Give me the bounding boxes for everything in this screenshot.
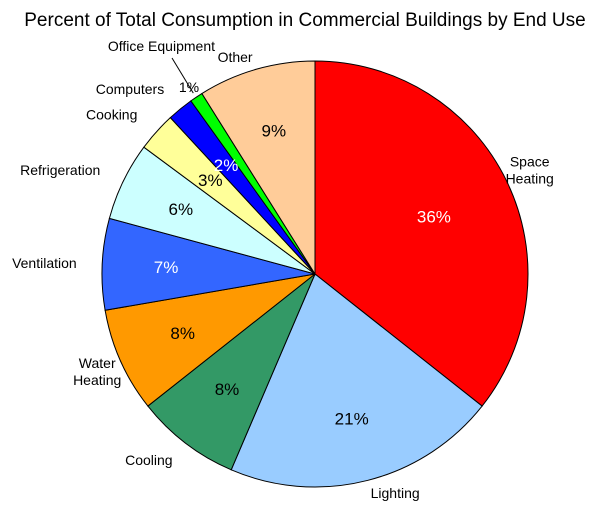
leader-line-office-equipment bbox=[171, 57, 194, 94]
value-label-ventilation: 7% bbox=[154, 258, 179, 277]
value-label-cooling: 8% bbox=[215, 380, 240, 399]
value-label-lighting: 21% bbox=[335, 410, 369, 429]
pie-slice-water-heating bbox=[104, 273, 316, 407]
value-label-office-equipment: 1% bbox=[179, 79, 199, 95]
value-label-other: 9% bbox=[262, 122, 287, 141]
value-label-cooking: 3% bbox=[198, 171, 223, 190]
value-labels: 36% 21% 8% 8% 7% 6%3%2% 1% 9% bbox=[154, 79, 451, 429]
leader-lines bbox=[171, 57, 194, 94]
category-label-ventilation: Ventilation bbox=[12, 255, 77, 271]
category-label-other: Other bbox=[218, 49, 253, 65]
value-label-water-heating: 8% bbox=[170, 324, 195, 343]
category-label-refrigeration: Refrigeration bbox=[20, 162, 100, 178]
category-label-cooking: Cooking bbox=[86, 107, 137, 123]
category-label-computers: Computers bbox=[96, 81, 164, 97]
value-label-refrigeration: 6% bbox=[169, 200, 194, 219]
chart-title: Percent of Total Consumption in Commerci… bbox=[24, 10, 585, 31]
category-label-space-heating: Space Heating bbox=[506, 154, 554, 187]
pie-slice-space-heating bbox=[314, 60, 529, 407]
pie-slices bbox=[101, 60, 529, 488]
value-label-computers: 2% bbox=[214, 156, 239, 175]
pie-slice-cooling bbox=[147, 273, 316, 471]
pie-slice-lighting bbox=[230, 273, 483, 488]
pie-slice-other bbox=[201, 60, 316, 276]
category-label-lighting: Lighting bbox=[371, 485, 420, 501]
category-label-office-equipment: Office Equipment bbox=[108, 38, 215, 54]
category-label-water-heating: Water Heating bbox=[73, 355, 121, 388]
category-label-cooling: Cooling bbox=[125, 452, 172, 468]
value-label-space-heating: 36% bbox=[417, 207, 451, 226]
category-labels: Space Heating Lighting Cooling Water Heating V… bbox=[12, 38, 554, 501]
